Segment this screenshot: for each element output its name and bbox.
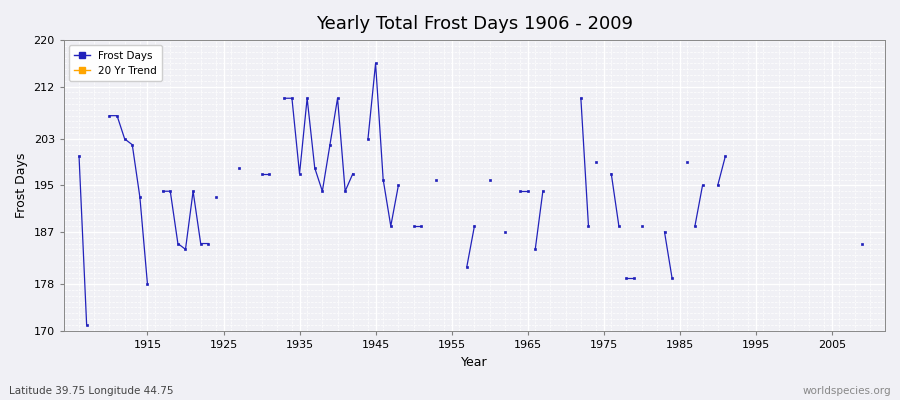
Legend: Frost Days, 20 Yr Trend: Frost Days, 20 Yr Trend bbox=[69, 45, 162, 81]
Text: worldspecies.org: worldspecies.org bbox=[803, 386, 891, 396]
Title: Yearly Total Frost Days 1906 - 2009: Yearly Total Frost Days 1906 - 2009 bbox=[316, 15, 633, 33]
Y-axis label: Frost Days: Frost Days bbox=[15, 153, 28, 218]
Text: Latitude 39.75 Longitude 44.75: Latitude 39.75 Longitude 44.75 bbox=[9, 386, 174, 396]
X-axis label: Year: Year bbox=[461, 356, 488, 369]
